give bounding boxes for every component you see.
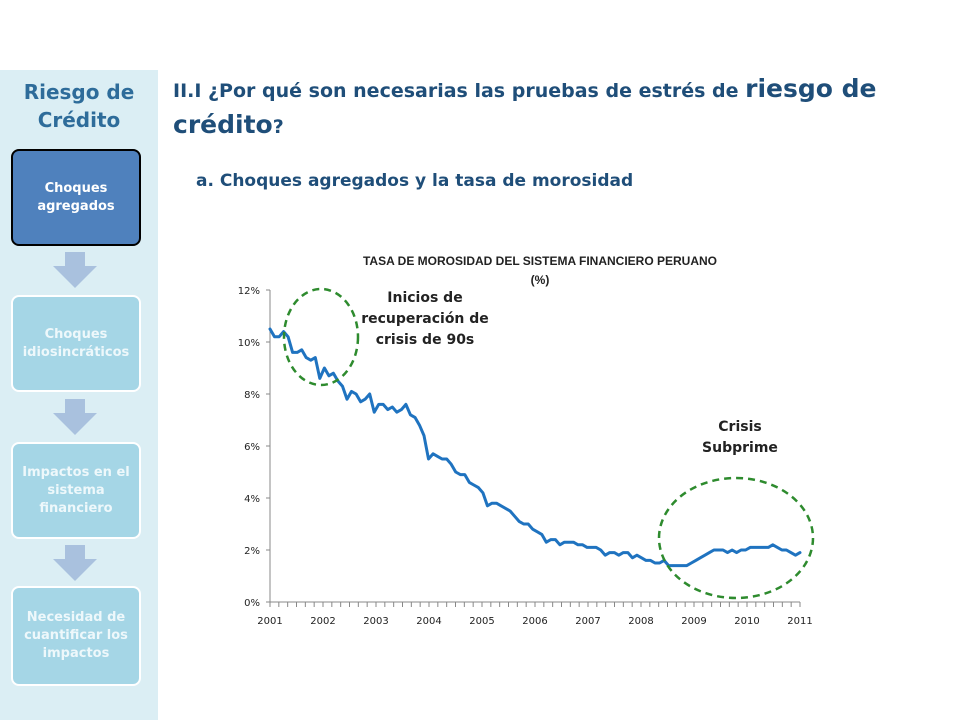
y-tick-label: 10% [238,338,260,349]
down-arrow-icon [53,545,97,581]
highlight-ellipse-subprime [657,476,815,600]
step-choques-agregados[interactable]: Choques agregados [11,149,141,246]
step-label: Choques agregados [37,180,115,214]
sidebar-title: Riesgo de Crédito [23,80,135,132]
step-label: Impactos en el sistema financiero [22,464,130,516]
x-tick-label: 2011 [787,616,812,627]
x-tick-label: 2010 [734,616,759,627]
step-label: Necesidad de cuantificar los impactos [24,610,128,661]
sidebar: Riesgo de Crédito Choques agregados Choq… [0,70,158,720]
x-tick-label: 2001 [257,616,282,627]
page-title-end: ? [272,116,284,138]
x-tick-label: 2004 [416,616,441,627]
chart-title: TASA DE MOROSIDAD DEL SISTEMA FINANCIERO… [362,254,718,268]
y-tick-label: 12% [238,286,260,297]
page-title-part1: II.I ¿Por qué son necesarias las pruebas… [173,80,746,102]
y-tick-label: 6% [244,442,260,453]
chart-title-block: TASA DE MOROSIDAD DEL SISTEMA FINANCIERO… [325,252,755,290]
chart-subtitle: (%) [530,273,550,287]
y-tick-label: 8% [244,390,260,401]
section-subtitle: a. Choques agregados y la tasa de morosi… [196,171,634,191]
page-title-emphasis: riesgo de crédito [173,74,877,139]
y-tick-label: 2% [244,546,260,557]
series-line-morosidad [268,327,802,568]
morosidad-line-chart: 0% 2% 4% 6% 8% 10% 12% 2001 2002 2003 2004 2005 2006… [238,286,815,627]
x-tick-label: 2007 [575,616,600,627]
step-choques-idiosincraticos[interactable]: Choques idiosincráticos [11,295,141,392]
x-tick-label: 2002 [310,616,335,627]
x-tick-label: 2009 [681,616,706,627]
down-arrow-icon [53,399,97,435]
step-impactos-sistema-financiero[interactable]: Impactos en el sistema financiero [11,442,141,539]
x-tick-label: 2003 [363,616,388,627]
y-tick-label: 4% [244,494,260,505]
x-tick-label: 2006 [522,616,547,627]
x-tick-label: 2005 [469,616,494,627]
y-tick-label: 0% [244,598,260,609]
annotation-subprime: Crisis Subprime [702,419,778,456]
step-label: Choques idiosincráticos [22,326,130,360]
page-title: II.I ¿Por qué son necesarias las pruebas… [173,72,943,144]
down-arrow-icon [53,252,97,288]
step-necesidad-cuantificar[interactable]: Necesidad de cuantificar los impactos [11,586,141,686]
annotation-90s-recovery: Inicios de recuperación de crisis de 90s [361,290,489,348]
highlight-ellipse-90s [282,287,360,387]
x-tick-label: 2008 [628,616,653,627]
